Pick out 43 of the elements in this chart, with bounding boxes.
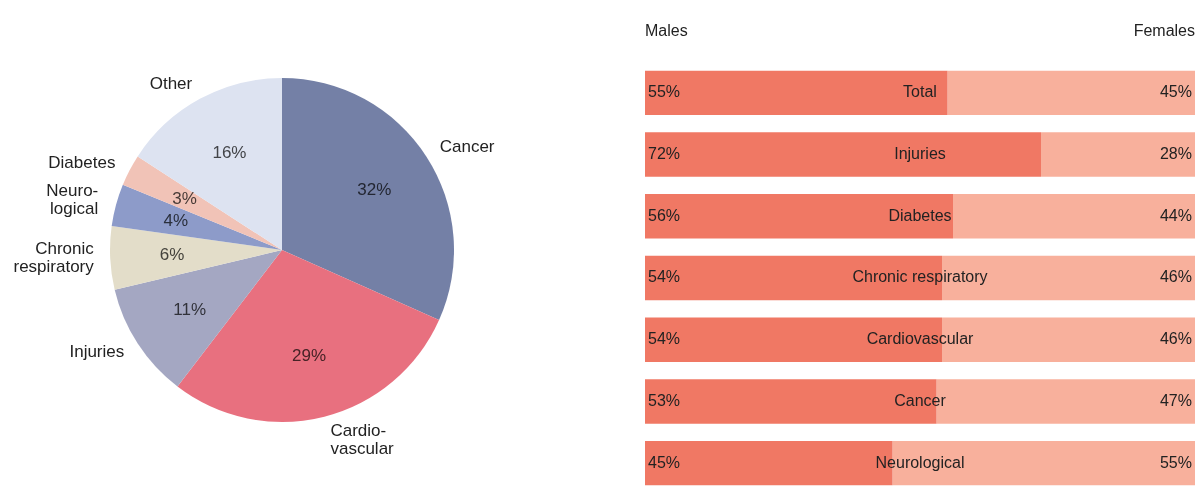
data-label: 3% <box>172 188 197 208</box>
series-label: Females <box>1133 22 1195 40</box>
y-tick-label: Cancer <box>894 391 947 409</box>
data-label: 56% <box>648 206 681 224</box>
data-label: 46% <box>1159 330 1192 348</box>
data-label: 6% <box>159 244 185 264</box>
data-label: 28% <box>1159 144 1192 162</box>
data-label: 53% <box>648 391 681 409</box>
y-tick-label: Chronic respiratory <box>852 268 988 286</box>
bar <box>645 132 1041 177</box>
data-label: 32% <box>357 179 392 199</box>
bar <box>645 70 948 116</box>
slice-label: Diabetes <box>48 152 116 172</box>
data-label: 4% <box>163 210 189 230</box>
bar <box>645 194 953 239</box>
data-label: 16% <box>212 142 247 162</box>
data-label: 11% <box>173 299 207 319</box>
bar <box>953 194 1195 239</box>
y-tick-label: Total <box>903 83 937 101</box>
slice-label: Cancer <box>439 137 495 157</box>
bar <box>947 70 1195 116</box>
y-tick-label: Injuries <box>894 144 946 162</box>
y-tick-label: Cardiovascular <box>866 330 975 348</box>
data-label: 47% <box>1159 391 1192 409</box>
data-label: 45% <box>1159 83 1192 101</box>
data-label: 54% <box>648 268 681 286</box>
data-label: 45% <box>648 453 681 471</box>
data-label: 46% <box>1159 268 1192 286</box>
y-tick-label: Diabetes <box>888 206 952 224</box>
slice-label: Injuries <box>69 342 125 361</box>
slice-label: Chronic respiratory <box>13 239 95 277</box>
data-label: 55% <box>648 83 681 101</box>
slice-label: Other <box>149 74 193 94</box>
series-label: Males <box>645 22 688 40</box>
data-label: 54% <box>648 330 681 348</box>
data-label: 55% <box>1159 453 1192 471</box>
data-label: 29% <box>292 346 327 366</box>
y-tick-label: Neurological <box>875 453 965 471</box>
data-label: 44% <box>1159 206 1192 224</box>
data-label: 72% <box>648 144 681 162</box>
bar <box>1041 132 1195 177</box>
slice-label: Cardio-vascular <box>330 421 395 459</box>
slice-label: Neuro-logical <box>46 180 99 218</box>
